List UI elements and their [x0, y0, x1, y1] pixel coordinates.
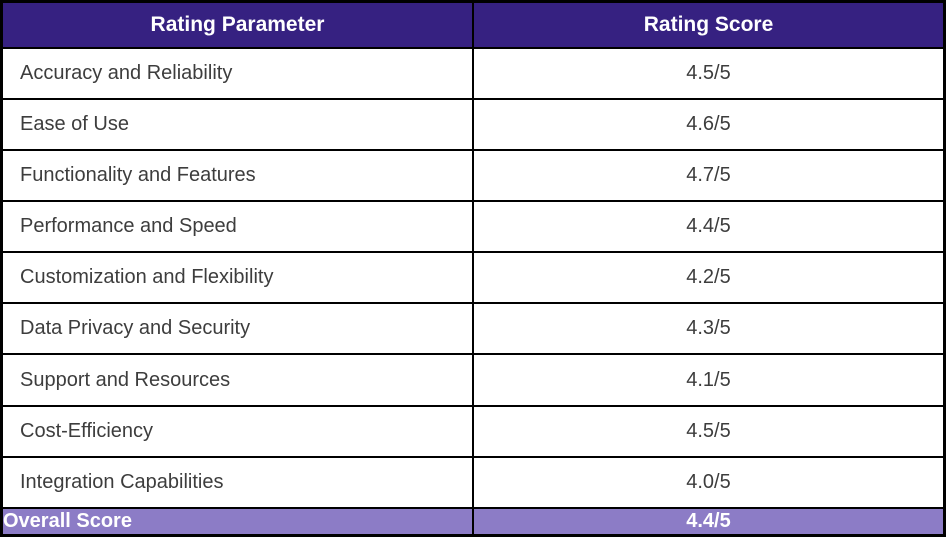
overall-score-value-cell: 4.4/5 [472, 507, 946, 537]
parameter-cell: Integration Capabilities [0, 455, 474, 510]
score-cell: 4.3/5 [472, 302, 946, 356]
table-row: Cost-Efficiency 4.5/5 [0, 404, 946, 458]
footer-row: Overall Score 4.4/5 [0, 507, 946, 537]
table-row: Performance and Speed 4.4/5 [0, 199, 946, 254]
score-cell: 4.2/5 [472, 251, 946, 305]
parameter-cell: Data Privacy and Security [0, 302, 474, 356]
table-footer: Overall Score 4.4/5 [0, 507, 946, 537]
parameter-cell: Accuracy and Reliability [0, 46, 474, 100]
parameter-cell: Customization and Flexibility [0, 251, 474, 305]
score-cell: 4.5/5 [472, 404, 946, 458]
column-header-rating-score: Rating Score [472, 0, 946, 49]
score-cell: 4.5/5 [472, 46, 946, 100]
header-row: Rating Parameter Rating Score [0, 0, 946, 49]
table-row: Accuracy and Reliability 4.5/5 [0, 46, 946, 100]
table-body: Accuracy and Reliability 4.5/5 Ease of U… [0, 46, 946, 510]
table-row: Data Privacy and Security 4.3/5 [0, 302, 946, 356]
parameter-cell: Support and Resources [0, 353, 474, 407]
score-cell: 4.4/5 [472, 199, 946, 254]
parameter-cell: Ease of Use [0, 97, 474, 151]
parameter-cell: Cost-Efficiency [0, 404, 474, 458]
table-row: Functionality and Features 4.7/5 [0, 148, 946, 202]
score-cell: 4.0/5 [472, 455, 946, 510]
table-row: Support and Resources 4.1/5 [0, 353, 946, 407]
table-row: Ease of Use 4.6/5 [0, 97, 946, 151]
column-header-rating-parameter: Rating Parameter [0, 0, 474, 49]
table-row: Customization and Flexibility 4.2/5 [0, 251, 946, 305]
table-row: Integration Capabilities 4.0/5 [0, 455, 946, 510]
score-cell: 4.7/5 [472, 148, 946, 202]
parameter-cell: Functionality and Features [0, 148, 474, 202]
overall-score-label-cell: Overall Score [0, 507, 474, 537]
parameter-cell: Performance and Speed [0, 199, 474, 254]
score-cell: 4.1/5 [472, 353, 946, 407]
score-cell: 4.6/5 [472, 97, 946, 151]
table-header: Rating Parameter Rating Score [0, 0, 946, 49]
